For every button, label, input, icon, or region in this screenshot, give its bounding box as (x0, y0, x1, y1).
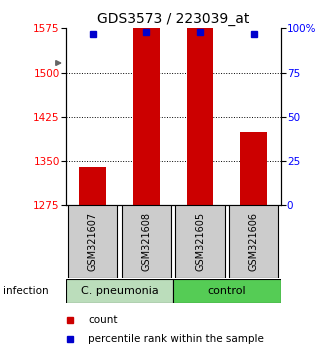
Text: count: count (88, 315, 118, 325)
Text: GSM321608: GSM321608 (142, 212, 151, 271)
Title: GDS3573 / 223039_at: GDS3573 / 223039_at (97, 12, 249, 26)
Text: control: control (208, 286, 246, 296)
Bar (187, 28, 214, 205)
Text: percentile rank within the sample: percentile rank within the sample (88, 333, 264, 344)
Bar (68, 205, 117, 278)
Text: GSM321607: GSM321607 (88, 212, 98, 271)
Bar (229, 205, 279, 278)
Bar (133, 28, 160, 205)
Bar (80, 167, 106, 205)
Text: GSM321605: GSM321605 (195, 212, 205, 271)
Text: infection: infection (3, 286, 49, 296)
Bar (240, 132, 267, 205)
Bar (66, 279, 173, 303)
Bar (122, 205, 171, 278)
Text: GSM321606: GSM321606 (249, 212, 259, 271)
Text: C. pneumonia: C. pneumonia (81, 286, 158, 296)
Bar (173, 279, 280, 303)
Bar (176, 205, 225, 278)
